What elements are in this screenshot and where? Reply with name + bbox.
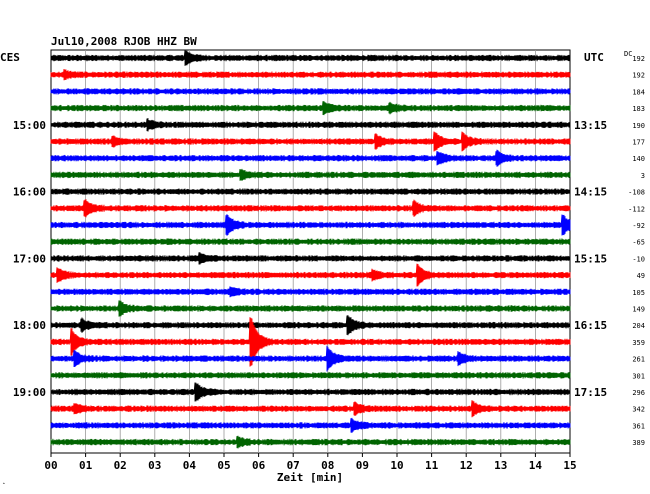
dc-offset-label: -92 (632, 222, 645, 230)
dc-offset-label: 190 (632, 122, 645, 130)
dc-offset-label: 49 (637, 272, 645, 280)
x-tick-label: 04 (183, 459, 197, 472)
trace-8 (50, 188, 571, 195)
trace-20 (50, 382, 571, 402)
left-time-label: 18:00 (13, 319, 46, 332)
x-tick-label: 10 (390, 459, 403, 472)
trace-2 (50, 88, 571, 95)
dc-offset-label: 342 (632, 406, 645, 414)
trace-14 (50, 286, 571, 298)
left-time-label: 17:00 (13, 252, 46, 265)
trace-11 (50, 238, 571, 245)
dc-offset-label: 296 (632, 389, 645, 397)
x-tick-label: 01 (79, 459, 93, 472)
trace-9 (50, 199, 571, 218)
trace-22 (50, 417, 571, 433)
x-tick-label: 06 (252, 459, 266, 472)
dc-offset-label: 3 (641, 172, 645, 180)
dc-offset-label: -65 (632, 239, 645, 247)
trace-12 (50, 252, 571, 265)
dc-offset-label: 192 (632, 55, 645, 63)
right-time-label: 13:15 (574, 119, 607, 132)
x-tick-label: 07 (287, 459, 300, 472)
dc-offset-label: 204 (632, 322, 645, 330)
trace-19 (50, 372, 571, 379)
dc-offset-label: 361 (632, 422, 645, 430)
trace-6 (50, 149, 571, 167)
dc-offset-label: 105 (632, 289, 645, 297)
corner-mark: ˆ (2, 483, 6, 490)
dc-offset-label: 389 (632, 439, 645, 447)
trace-23 (50, 435, 571, 449)
x-tick-label: 03 (148, 459, 161, 472)
right-time-label: 14:15 (574, 186, 607, 199)
trace-3 (50, 101, 571, 116)
left-time-label: 15:00 (13, 119, 46, 132)
dc-offset-label: -10 (632, 255, 645, 263)
gridlines (50, 50, 571, 457)
plot-frame (50, 49, 571, 454)
x-tick-label: 15 (563, 459, 576, 472)
x-tick-label: 00 (44, 459, 57, 472)
dc-offset-label: -108 (628, 189, 645, 197)
left-timezone-label: CES (0, 51, 20, 64)
axis-labels: 00 01 02 03 04 05 06 07 08 09 10 11 12 13 14 15 192 192 18… (13, 55, 645, 472)
trace-5 (50, 131, 571, 152)
x-tick-label: 14 (529, 459, 543, 472)
chart-title: Jul10,2008 RJOB HHZ BW (51, 35, 197, 48)
x-tick-label: 11 (425, 459, 439, 472)
dc-offset-label: 177 (632, 139, 645, 147)
x-tick-label: 09 (356, 459, 369, 472)
left-time-label: 19:00 (13, 386, 46, 399)
trace-16 (50, 315, 571, 336)
dc-offset-label: 359 (632, 339, 645, 347)
dc-offset-label: 183 (632, 105, 645, 113)
trace-17 (50, 317, 571, 367)
dc-offset-label: -112 (628, 205, 645, 213)
trace-7 (50, 168, 571, 181)
x-tick-label: 02 (114, 459, 127, 472)
right-time-label: 15:15 (574, 252, 607, 265)
left-time-label: 16:00 (13, 186, 46, 199)
dc-offset-label: 184 (632, 88, 645, 96)
x-tick-label: 13 (494, 459, 507, 472)
trace-1 (50, 69, 571, 81)
x-tick-label: 12 (460, 459, 473, 472)
dc-offset-label: 301 (632, 372, 645, 380)
dc-offset-label: 149 (632, 306, 645, 314)
trace-4 (50, 118, 571, 132)
trace-15 (50, 300, 571, 317)
trace-18 (50, 345, 571, 372)
dc-offset-label: 140 (632, 155, 645, 163)
x-tick-label: 08 (321, 459, 334, 472)
dc-column-label: DC (624, 50, 632, 58)
seismic-traces (50, 50, 571, 449)
x-tick-label: 05 (217, 459, 230, 472)
x-axis-label: Zeit [min] (277, 471, 343, 484)
trace-13 (50, 263, 571, 287)
right-timezone-label: UTC (584, 51, 604, 64)
right-time-label: 16:15 (574, 319, 607, 332)
dc-offset-label: 192 (632, 72, 645, 80)
dc-offset-label: 261 (632, 356, 645, 364)
trace-0 (50, 50, 571, 66)
trace-10 (50, 214, 571, 236)
right-time-label: 17:15 (574, 386, 607, 399)
trace-21 (50, 400, 571, 418)
